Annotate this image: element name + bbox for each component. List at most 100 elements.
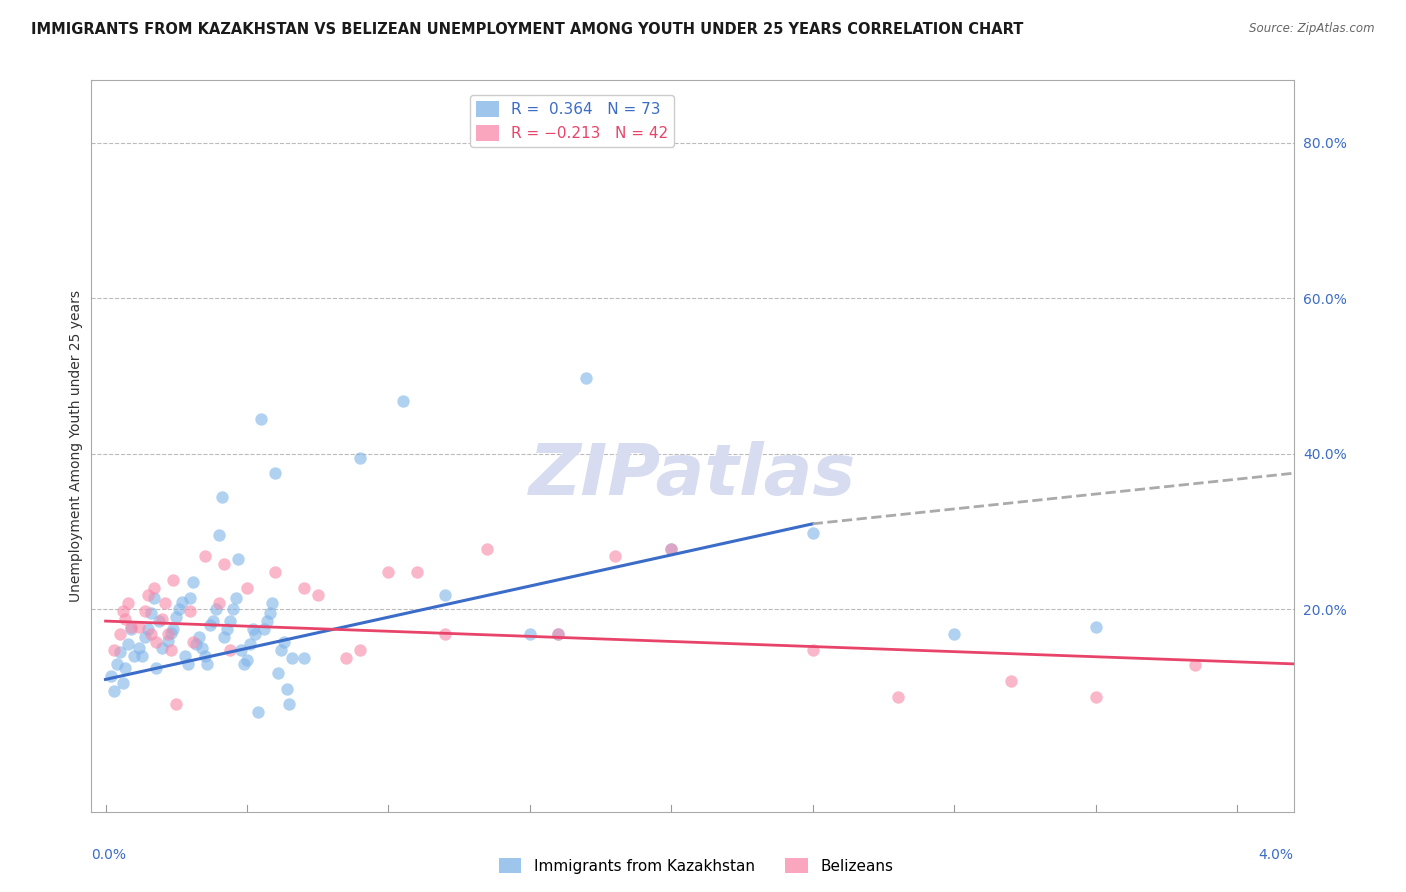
Point: [943, 627, 966, 641]
Point: [335, 650, 357, 665]
Point: [122, 649, 145, 664]
Point: [270, 643, 292, 657]
Point: [377, 565, 399, 579]
Point: [264, 467, 287, 481]
Point: [114, 612, 136, 626]
Point: [111, 676, 134, 690]
Point: [278, 698, 301, 712]
Point: [131, 649, 153, 664]
Point: [165, 698, 187, 712]
Text: ZIPatlas: ZIPatlas: [529, 441, 856, 509]
Point: [103, 643, 125, 657]
Point: [547, 627, 569, 641]
Point: [547, 627, 569, 641]
Point: [150, 641, 173, 656]
Point: [659, 541, 682, 556]
Point: [1000, 673, 1022, 688]
Point: [159, 643, 181, 657]
Point: [247, 705, 270, 719]
Point: [214, 630, 236, 644]
Point: [233, 657, 256, 671]
Point: [217, 622, 239, 636]
Point: [262, 596, 284, 610]
Point: [108, 627, 131, 641]
Point: [264, 565, 287, 579]
Text: IMMIGRANTS FROM KAZAKHSTAN VS BELIZEAN UNEMPLOYMENT AMONG YOUTH UNDER 25 YEARS C: IMMIGRANTS FROM KAZAKHSTAN VS BELIZEAN U…: [31, 22, 1024, 37]
Point: [307, 588, 329, 602]
Point: [153, 596, 176, 610]
Point: [281, 650, 304, 665]
Point: [181, 635, 204, 649]
Point: [603, 549, 626, 564]
Text: 4.0%: 4.0%: [1258, 847, 1294, 862]
Point: [156, 627, 179, 641]
Point: [1184, 658, 1206, 673]
Point: [250, 411, 273, 425]
Point: [159, 625, 181, 640]
Point: [176, 657, 198, 671]
Point: [245, 627, 267, 641]
Point: [211, 490, 233, 504]
Point: [117, 596, 139, 610]
Point: [120, 622, 142, 636]
Point: [225, 591, 247, 605]
Point: [236, 653, 259, 667]
Point: [519, 627, 541, 641]
Point: [142, 581, 165, 595]
Point: [208, 528, 231, 542]
Point: [128, 619, 150, 633]
Point: [236, 581, 259, 595]
Point: [273, 635, 295, 649]
Point: [190, 641, 212, 656]
Point: [145, 635, 167, 649]
Point: [801, 643, 824, 657]
Point: [100, 668, 122, 682]
Point: [405, 565, 427, 579]
Point: [108, 645, 131, 659]
Text: Source: ZipAtlas.com: Source: ZipAtlas.com: [1250, 22, 1375, 36]
Point: [136, 622, 159, 636]
Point: [184, 637, 207, 651]
Point: [433, 588, 456, 602]
Point: [179, 604, 201, 618]
Y-axis label: Unemployment Among Youth under 25 years: Unemployment Among Youth under 25 years: [69, 290, 83, 602]
Point: [117, 637, 139, 651]
Point: [267, 666, 290, 681]
Point: [162, 622, 184, 636]
Point: [292, 581, 315, 595]
Point: [349, 643, 371, 657]
Point: [150, 612, 173, 626]
Point: [114, 661, 136, 675]
Point: [433, 627, 456, 641]
Point: [391, 393, 413, 408]
Point: [222, 602, 245, 616]
Point: [120, 619, 142, 633]
Point: [139, 627, 162, 641]
Point: [219, 614, 242, 628]
Point: [128, 641, 150, 656]
Point: [136, 588, 159, 602]
Point: [205, 602, 228, 616]
Point: [349, 450, 371, 465]
Point: [259, 607, 281, 621]
Point: [103, 684, 125, 698]
Point: [179, 591, 201, 605]
Point: [173, 649, 195, 664]
Point: [193, 549, 215, 564]
Point: [801, 526, 824, 541]
Legend: R =  0.364   N = 73, R = −0.213   N = 42: R = 0.364 N = 73, R = −0.213 N = 42: [470, 95, 675, 147]
Point: [214, 558, 236, 572]
Point: [253, 622, 276, 636]
Point: [292, 650, 315, 665]
Point: [162, 573, 184, 587]
Point: [105, 657, 128, 671]
Point: [181, 575, 204, 590]
Point: [1084, 619, 1107, 633]
Point: [477, 541, 499, 556]
Point: [219, 643, 242, 657]
Point: [202, 614, 225, 628]
Point: [231, 643, 253, 657]
Point: [148, 614, 170, 628]
Point: [145, 661, 167, 675]
Point: [170, 594, 193, 608]
